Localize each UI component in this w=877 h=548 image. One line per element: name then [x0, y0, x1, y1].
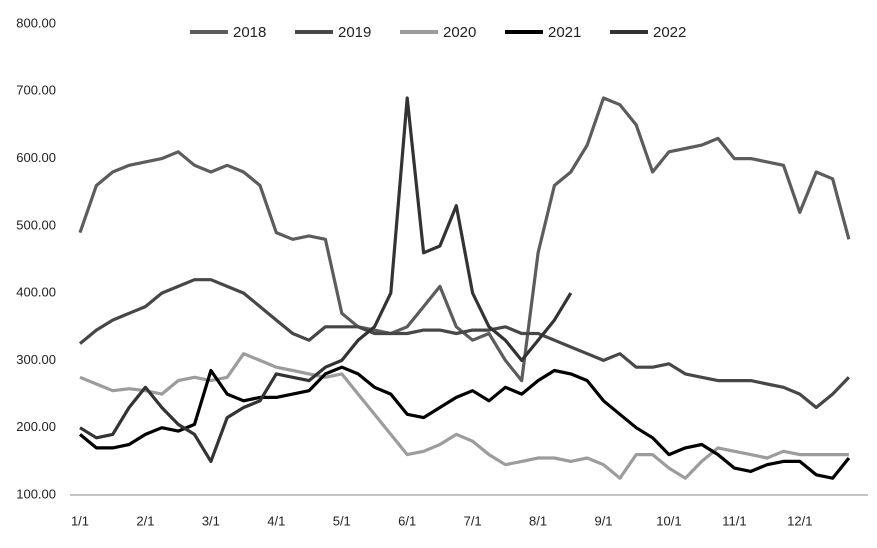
- y-tick-label: 400.00: [16, 285, 56, 300]
- x-tick-label: 4/1: [267, 513, 285, 528]
- series-line: [78, 278, 851, 410]
- x-tick-label: 1/1: [71, 513, 89, 528]
- x-tick-label: 7/1: [464, 513, 482, 528]
- y-tick-label: 200.00: [16, 419, 56, 434]
- y-tick-label: 300.00: [16, 352, 56, 367]
- x-tick-label: 12/1: [787, 513, 812, 528]
- x-tick-label: 5/1: [333, 513, 351, 528]
- legend-label: 2018: [233, 24, 266, 41]
- series-line: [79, 352, 849, 480]
- x-tick-label: 6/1: [398, 513, 416, 528]
- legend-label: 2022: [653, 24, 686, 41]
- y-tick-label: 100.00: [16, 486, 56, 501]
- y-tick-label: 700.00: [16, 83, 56, 98]
- legend-label: 2021: [548, 24, 581, 41]
- x-tick-label: 9/1: [594, 513, 612, 528]
- series-line: [79, 96, 573, 463]
- x-tick-label: 2/1: [136, 513, 154, 528]
- y-tick-label: 600.00: [16, 150, 56, 165]
- x-tick-label: 3/1: [202, 513, 220, 528]
- series-line: [78, 365, 851, 480]
- legend-label: 2020: [443, 24, 476, 41]
- legend-label: 2019: [338, 24, 371, 41]
- y-tick-label: 500.00: [16, 217, 56, 232]
- x-tick-label: 10/1: [656, 513, 681, 528]
- y-tick-label: 800.00: [16, 15, 56, 30]
- x-tick-label: 8/1: [529, 513, 547, 528]
- series-line: [78, 96, 851, 383]
- x-tick-label: 11/1: [722, 513, 746, 528]
- legend: 2018 2019 2020 2021 2022: [190, 24, 686, 41]
